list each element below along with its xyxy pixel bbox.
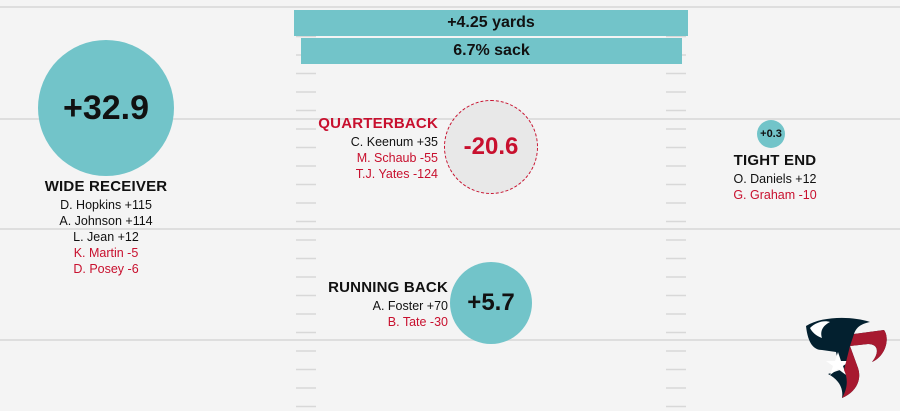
running-back-title: RUNNING BACK — [328, 279, 448, 296]
yards-label: +4.25 yards — [447, 14, 535, 31]
running-back-players: A. Foster +70 B. Tate -30 — [268, 298, 448, 330]
player-line: A. Foster +70 — [372, 299, 448, 313]
wide-receiver-players: D. Hopkins +115 A. Johnson +114 L. Jean … — [6, 197, 206, 277]
quarterback-players: C. Keenum +35 M. Schaub -55 T.J. Yates -… — [258, 134, 438, 182]
player-line: M. Schaub -55 — [356, 151, 438, 165]
player-line: T.J. Yates -124 — [355, 167, 438, 181]
player-line: K. Martin -5 — [73, 246, 139, 260]
yards-band: +4.25 yards — [294, 10, 688, 36]
sack-band: 6.7% sack — [301, 38, 682, 64]
sack-label: 6.7% sack — [453, 42, 530, 59]
houston-texans-logo-icon — [806, 317, 887, 398]
player-line: B. Tate -30 — [387, 315, 448, 329]
tight-end-value: +0.3 — [760, 128, 782, 140]
player-line: D. Posey -6 — [73, 262, 139, 276]
quarterback-value: -20.6 — [463, 133, 519, 160]
running-back-bubble: +5.7 — [450, 262, 532, 344]
tight-end-players: O. Daniels +12 G. Graham -10 — [700, 171, 850, 203]
player-line: G. Graham -10 — [733, 188, 817, 202]
player-line: D. Hopkins +115 — [60, 198, 152, 212]
player-line: C. Keenum +35 — [350, 135, 438, 149]
wide-receiver-title: WIDE RECEIVER — [44, 178, 168, 195]
player-line: A. Johnson +114 — [59, 214, 153, 228]
player-line: L. Jean +12 — [73, 230, 139, 244]
quarterback-title: QUARTERBACK — [318, 115, 438, 132]
player-line: O. Daniels +12 — [733, 172, 817, 186]
wide-receiver-bubble: +32.9 — [38, 40, 174, 176]
tight-end-bubble: +0.3 — [757, 120, 785, 148]
wide-receiver-value: +32.9 — [62, 88, 150, 127]
quarterback-bubble: -20.6 — [444, 100, 538, 194]
tight-end-title: TIGHT END — [733, 152, 817, 169]
running-back-value: +5.7 — [467, 289, 515, 316]
